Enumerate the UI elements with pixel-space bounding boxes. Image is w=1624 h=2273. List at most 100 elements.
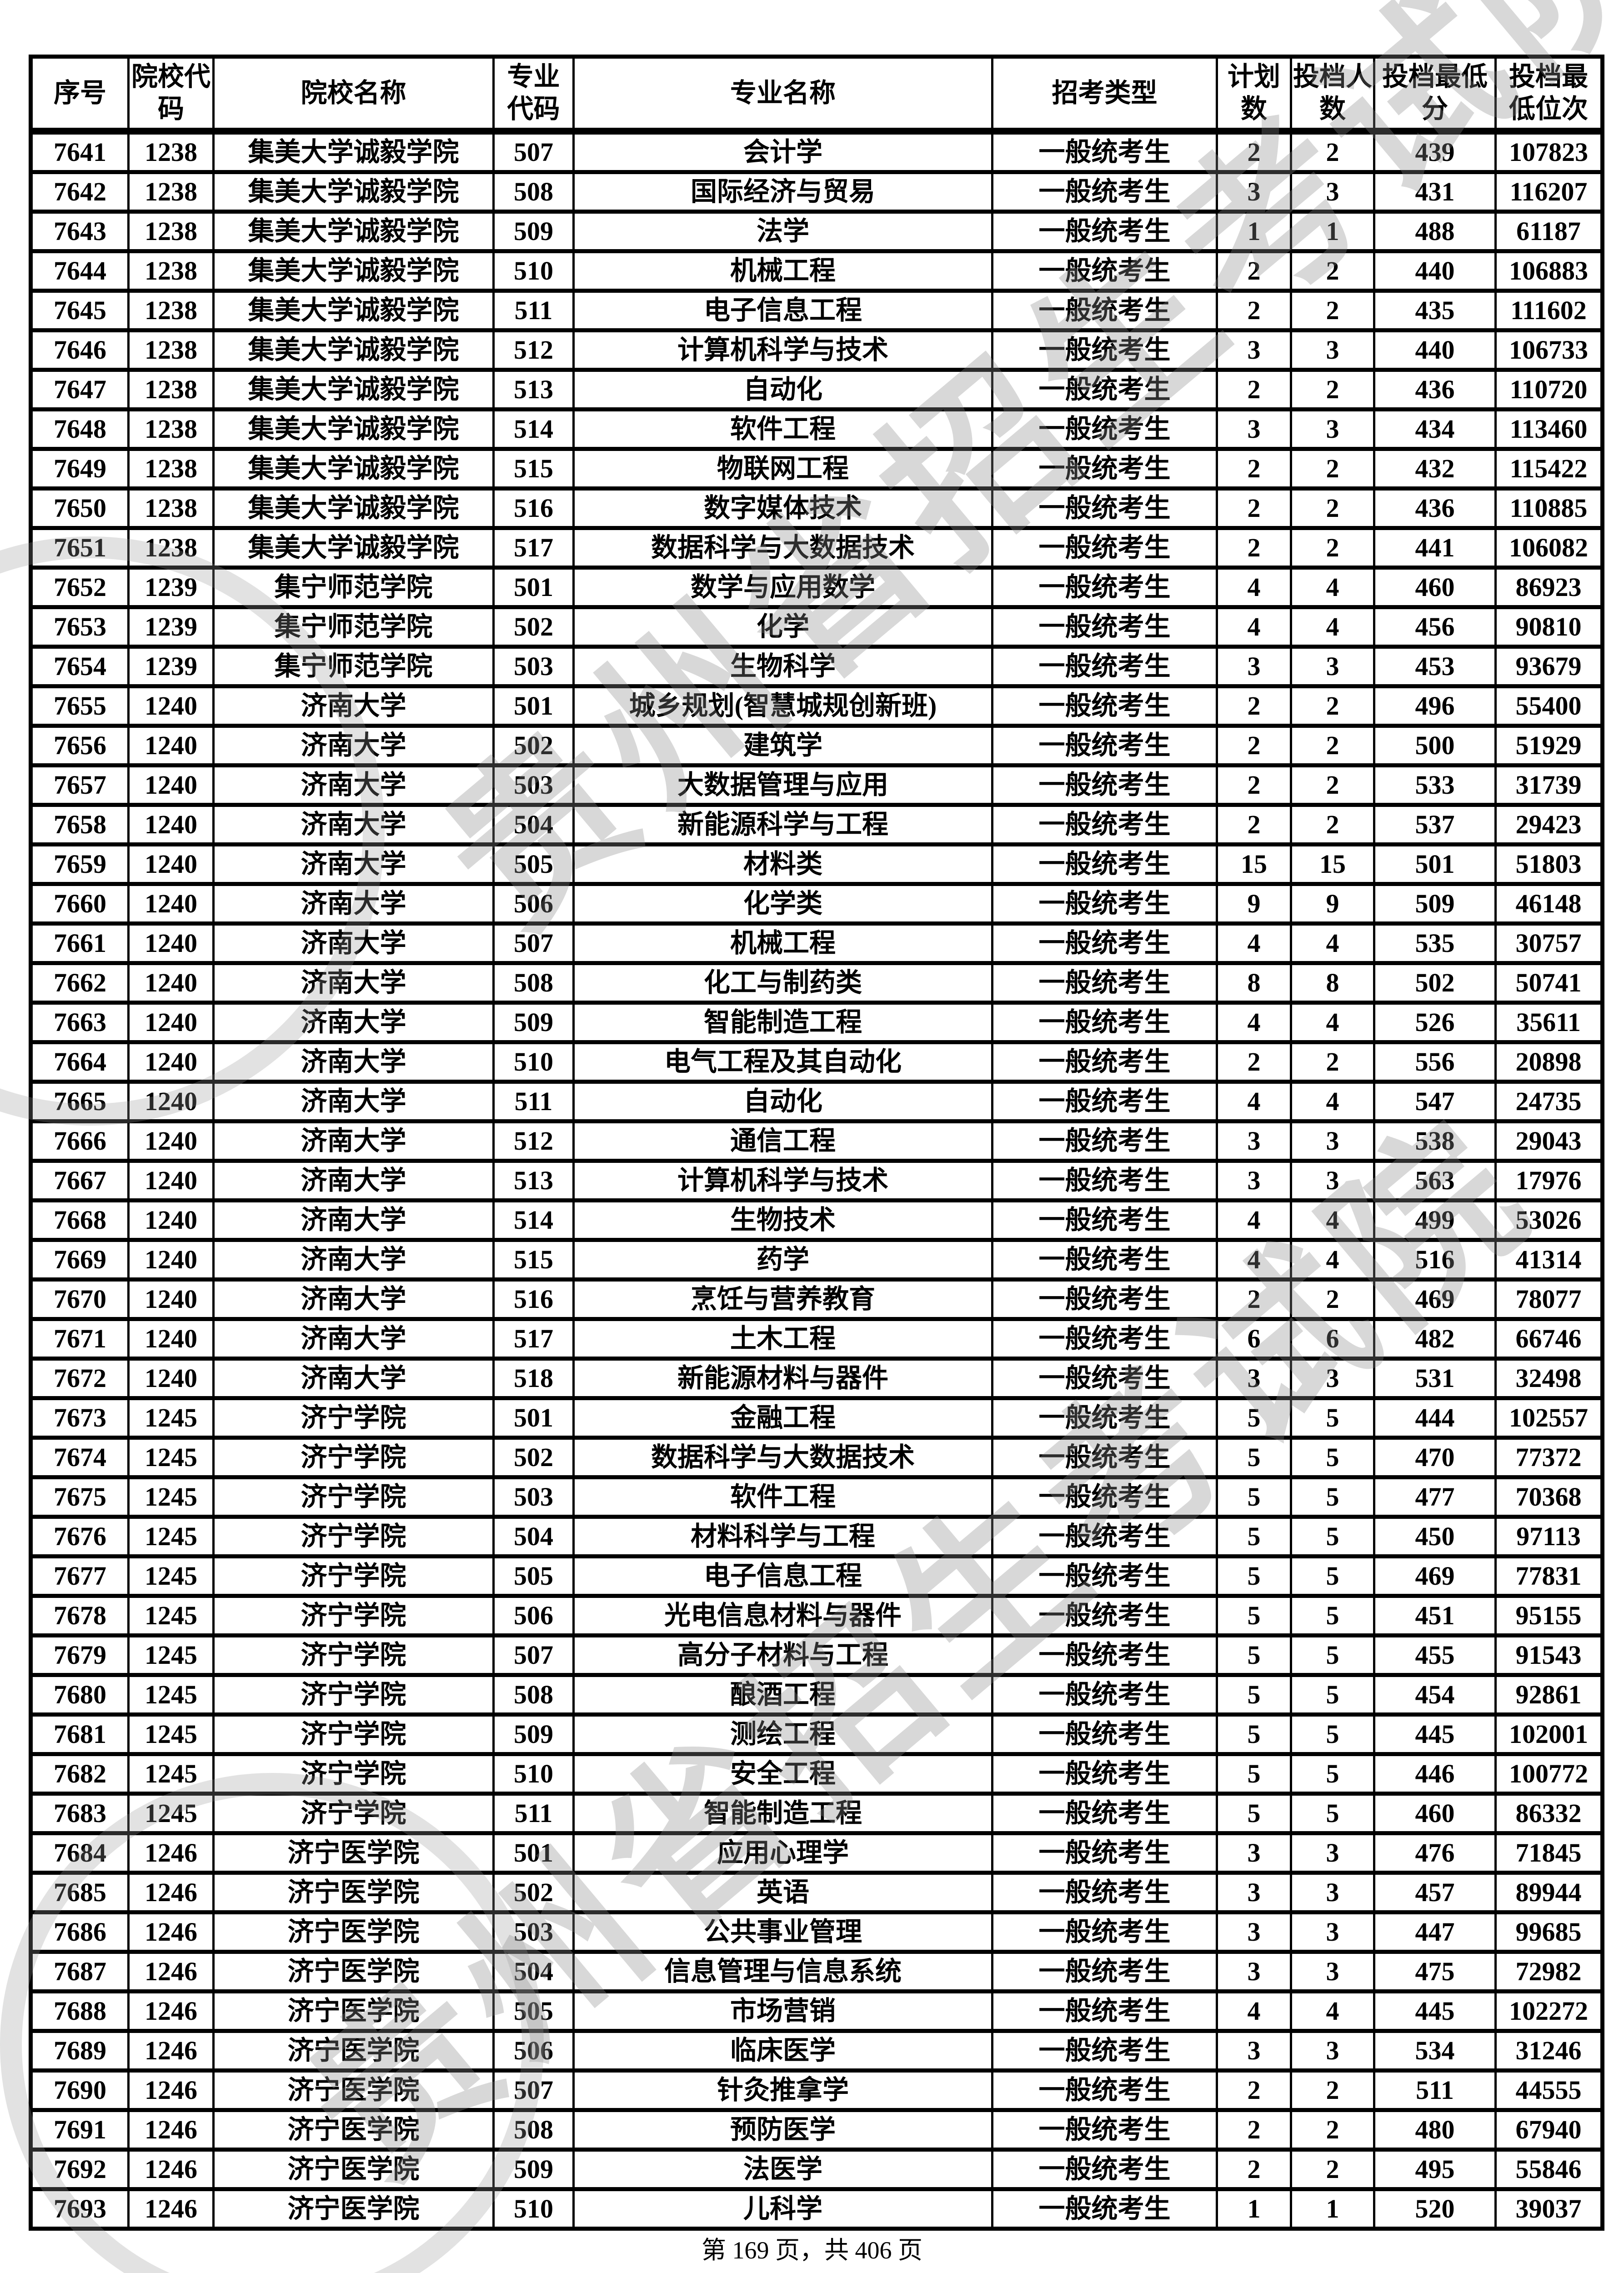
table-cell: 547: [1373, 1080, 1497, 1123]
table-cell: 光电信息材料与器件: [572, 1594, 993, 1637]
table-cell: 济南大学: [212, 1238, 495, 1282]
table-cell: 445: [1373, 1989, 1497, 2033]
table-cell: 508: [492, 1673, 575, 1717]
table-cell: 5: [1216, 1436, 1292, 1479]
table-cell: 7658: [30, 803, 130, 846]
table-cell: 集美大学诚毅学院: [212, 407, 495, 451]
table-cell: 信息管理与信息系统: [572, 1950, 993, 1993]
table-cell: 2: [1290, 486, 1375, 530]
table-cell: 一般统考生: [991, 1831, 1218, 1875]
table-cell: 集美大学诚毅学院: [212, 129, 495, 174]
table-cell: 431: [1373, 170, 1497, 214]
table-row: 7642 1238 集美大学诚毅学院 508 国际经济与贸易 一般统考生 3 3 431 1162…: [30, 170, 1604, 214]
table-cell: 512: [492, 1119, 575, 1163]
table-cell: 一般统考生: [991, 684, 1218, 728]
table-cell: 济南大学: [212, 1001, 495, 1044]
table-cell: 5: [1290, 1594, 1375, 1637]
table-cell: 512: [492, 328, 575, 372]
table-cell: 504: [492, 1515, 575, 1558]
table-cell: 3: [1290, 645, 1375, 688]
table-cell: 一般统考生: [991, 486, 1218, 530]
table-cell: 475: [1373, 1950, 1497, 1993]
table-cell: 济宁学院: [212, 1752, 495, 1796]
table-cell: 1: [1216, 2187, 1292, 2231]
table-row: 7693 1246 济宁医学院 510 儿科学 一般统考生 1 1 520 39037: [30, 2187, 1604, 2231]
table-cell: 556: [1373, 1040, 1497, 1084]
table-cell: 1240: [127, 684, 215, 728]
table-cell: 436: [1373, 486, 1497, 530]
table-cell: 506: [492, 2029, 575, 2073]
table-cell: 一般统考生: [991, 882, 1218, 926]
table-cell: 药学: [572, 1238, 993, 1282]
table-cell: 一般统考生: [991, 724, 1218, 767]
table-cell: 1: [1216, 210, 1292, 253]
table-cell: 一般统考生: [991, 1159, 1218, 1202]
table-row: 7644 1238 集美大学诚毅学院 510 机械工程 一般统考生 2 2 440 106883: [30, 249, 1604, 293]
table-cell: 济宁学院: [212, 1436, 495, 1479]
table-cell: 2: [1216, 1277, 1292, 1321]
table-cell: 英语: [572, 1871, 993, 1914]
table-cell: 17976: [1494, 1159, 1604, 1202]
table-cell: 1240: [127, 1080, 215, 1123]
table-cell: 集美大学诚毅学院: [212, 249, 495, 293]
table-cell: 507: [492, 2068, 575, 2112]
table-cell: 95155: [1494, 1594, 1604, 1637]
table-cell: 1240: [127, 1238, 215, 1282]
table-cell: 集宁师范学院: [212, 566, 495, 609]
table-cell: 434: [1373, 407, 1497, 451]
table-cell: 514: [492, 1198, 575, 1242]
table-cell: 1239: [127, 605, 215, 649]
table-row: 7649 1238 集美大学诚毅学院 515 物联网工程 一般统考生 2 2 432 115422: [30, 447, 1604, 491]
table-cell: 儿科学: [572, 2187, 993, 2231]
table-cell: 一般统考生: [991, 1712, 1218, 1756]
table-cell: 3: [1290, 1950, 1375, 1993]
table-cell: 7657: [30, 763, 130, 807]
table-cell: 511: [492, 1080, 575, 1123]
table-cell: 504: [492, 1950, 575, 1993]
table-cell: 93679: [1494, 645, 1604, 688]
table-cell: 7684: [30, 1831, 130, 1875]
table-cell: 一般统考生: [991, 1317, 1218, 1361]
table-cell: 116207: [1494, 170, 1604, 214]
table-cell: 酿酒工程: [572, 1673, 993, 1717]
table-row: 7689 1246 济宁医学院 506 临床医学 一般统考生 3 3 534 31246: [30, 2029, 1604, 2073]
table-cell: 3: [1216, 1831, 1292, 1875]
table-cell: 7645: [30, 289, 130, 332]
table-cell: 4: [1216, 605, 1292, 649]
table-cell: 53026: [1494, 1198, 1604, 1242]
table-cell: 济南大学: [212, 1159, 495, 1202]
table-cell: 计算机科学与技术: [572, 1159, 993, 1202]
table-cell: 1239: [127, 566, 215, 609]
table-cell: 集宁师范学院: [212, 645, 495, 688]
table-row: 7675 1245 济宁学院 503 软件工程 一般统考生 5 5 477 70368: [30, 1475, 1604, 1519]
table-cell: 自动化: [572, 368, 993, 411]
table-cell: 7669: [30, 1238, 130, 1282]
table-cell: 集美大学诚毅学院: [212, 170, 495, 214]
table-header-row: 序号 院校代码 院校名称 专业代码 专业名称 招考类型 计划数 投档人数 投档最低分 投档最低位次: [30, 55, 1604, 135]
table-cell: 4: [1290, 921, 1375, 965]
table-cell: 1240: [127, 803, 215, 846]
table-cell: 集美大学诚毅学院: [212, 210, 495, 253]
table-cell: 501: [1373, 842, 1497, 886]
table-cell: 102001: [1494, 1712, 1604, 1756]
table-cell: 501: [492, 684, 575, 728]
table-cell: 502: [492, 1436, 575, 1479]
table-cell: 2: [1216, 803, 1292, 846]
table-cell: 502: [492, 605, 575, 649]
table-cell: 509: [492, 1712, 575, 1756]
table-cell: 50741: [1494, 961, 1604, 1005]
table-cell: 44555: [1494, 2068, 1604, 2112]
table-cell: 503: [492, 1910, 575, 1954]
table-cell: 7641: [30, 129, 130, 174]
table-cell: 1238: [127, 526, 215, 570]
table-cell: 97113: [1494, 1515, 1604, 1558]
table-cell: 482: [1373, 1317, 1497, 1361]
table-cell: 7693: [30, 2187, 130, 2231]
table-cell: 7687: [30, 1950, 130, 1993]
table-row: 7673 1245 济宁学院 501 金融工程 一般统考生 5 5 444 102557: [30, 1396, 1604, 1440]
column-header-1: 院校代码: [127, 55, 215, 135]
table-cell: 2: [1290, 2108, 1375, 2152]
table-cell: 1245: [127, 1752, 215, 1796]
table-cell: 一般统考生: [991, 1910, 1218, 1954]
table-cell: 4: [1290, 1080, 1375, 1123]
